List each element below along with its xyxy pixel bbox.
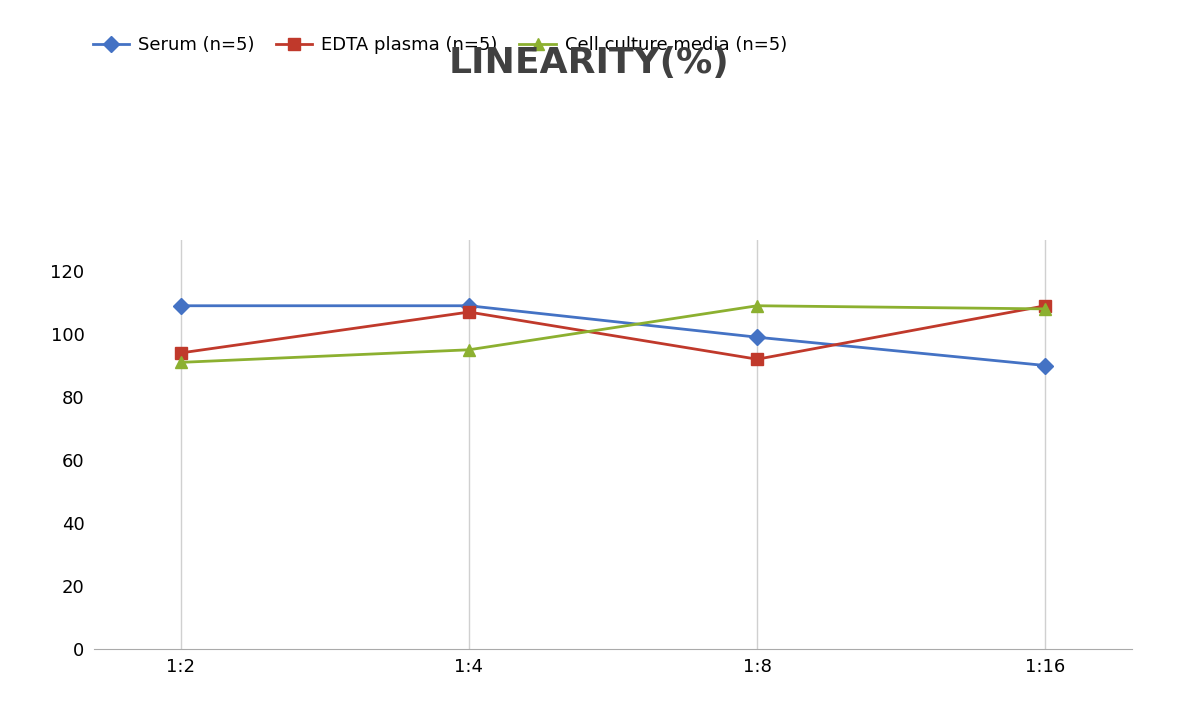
Line: Serum (n=5): Serum (n=5) — [176, 300, 1050, 371]
Line: EDTA plasma (n=5): EDTA plasma (n=5) — [176, 300, 1050, 364]
Cell culture media (n=5) — [173, 358, 187, 367]
EDTA plasma (n=5) — [750, 355, 764, 364]
Line: Cell culture media (n=5): Cell culture media (n=5) — [174, 300, 1052, 369]
Cell culture media (n=5) — [1039, 305, 1053, 313]
EDTA plasma (n=5) — [462, 308, 476, 317]
Serum (n=5) — [173, 302, 187, 310]
EDTA plasma (n=5) — [1039, 302, 1053, 310]
Cell culture media (n=5) — [462, 345, 476, 354]
Text: LINEARITY(%): LINEARITY(%) — [449, 47, 730, 80]
Cell culture media (n=5) — [750, 302, 764, 310]
Legend: Serum (n=5), EDTA plasma (n=5), Cell culture media (n=5): Serum (n=5), EDTA plasma (n=5), Cell cul… — [93, 36, 786, 54]
Serum (n=5) — [462, 302, 476, 310]
EDTA plasma (n=5) — [173, 349, 187, 357]
Serum (n=5) — [750, 333, 764, 341]
Serum (n=5) — [1039, 361, 1053, 369]
